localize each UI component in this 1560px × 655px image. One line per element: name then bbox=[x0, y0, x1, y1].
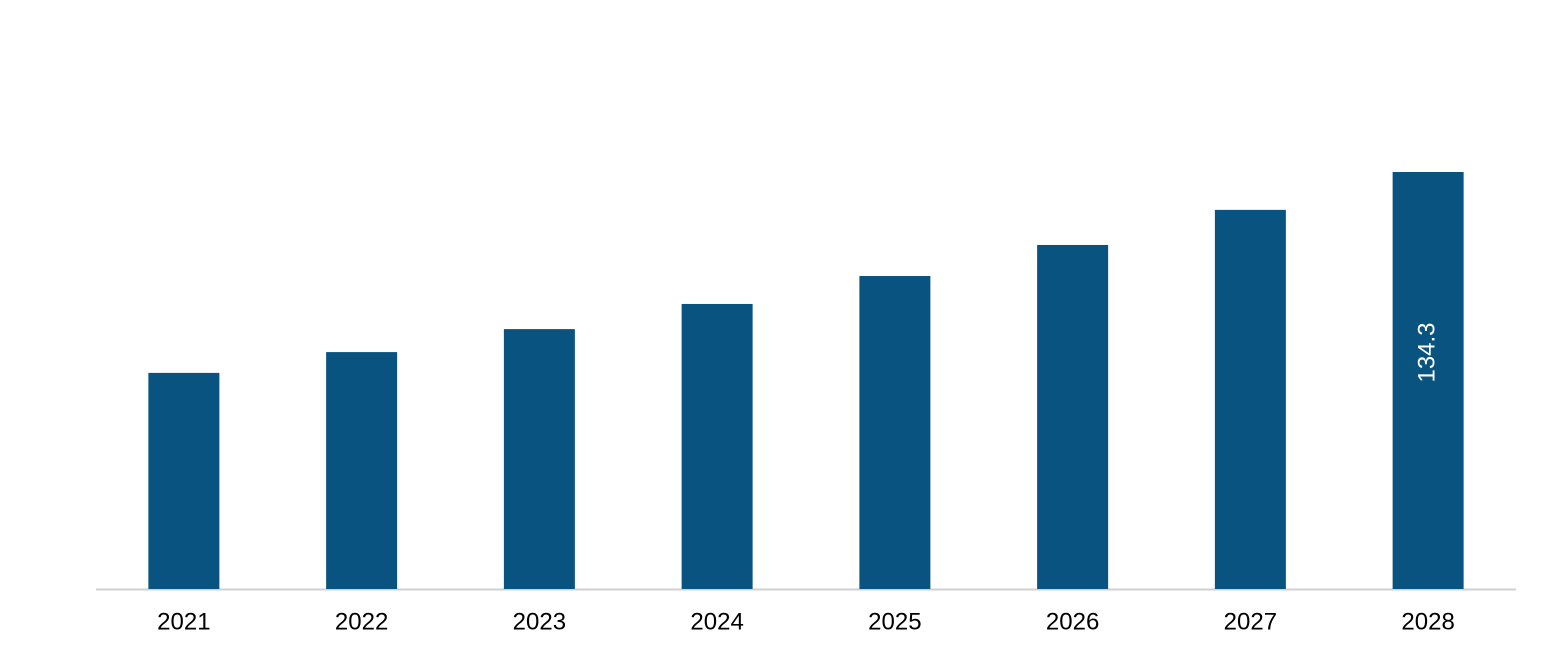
value-label: 134.3 bbox=[1413, 322, 1440, 382]
bar bbox=[148, 372, 220, 589]
bar bbox=[1392, 171, 1464, 589]
x-tick-label: 2027 bbox=[1224, 608, 1277, 635]
x-tick-label: 2024 bbox=[690, 608, 743, 635]
x-tick-label: 2021 bbox=[157, 608, 210, 635]
bar bbox=[326, 352, 398, 589]
bar bbox=[1214, 209, 1286, 589]
x-tick-label: 2022 bbox=[335, 608, 388, 635]
bar bbox=[1037, 244, 1109, 589]
bar bbox=[859, 276, 931, 589]
bar bbox=[681, 303, 753, 589]
x-tick-label: 2023 bbox=[513, 608, 566, 635]
bar bbox=[503, 329, 575, 589]
x-tick-label: 2028 bbox=[1401, 608, 1454, 635]
x-tick-label: 2025 bbox=[868, 608, 921, 635]
x-tick-label: 2026 bbox=[1046, 608, 1099, 635]
